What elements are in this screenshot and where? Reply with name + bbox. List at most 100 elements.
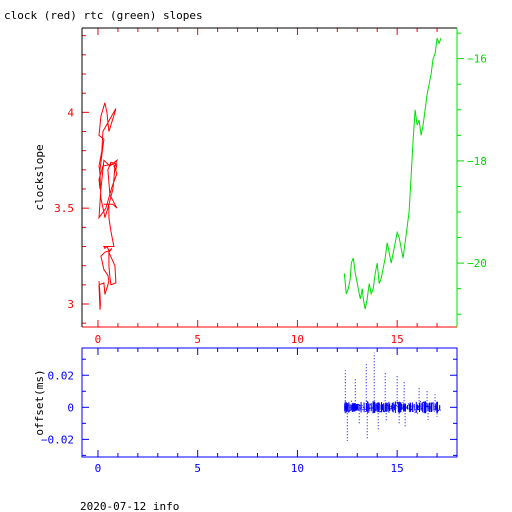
offset-band — [394, 404, 396, 411]
offset-point — [410, 409, 412, 410]
offset-band — [437, 401, 438, 413]
offset-point — [432, 401, 434, 403]
offset-band — [420, 403, 422, 411]
y-axis-label: offset(ms) — [33, 369, 46, 435]
offset-band — [423, 401, 425, 414]
offset-band — [345, 405, 347, 410]
offset-point — [414, 411, 416, 413]
offset-band — [374, 404, 376, 411]
offset-point — [357, 403, 359, 405]
offset-band — [376, 404, 378, 410]
offset-band — [413, 404, 415, 411]
offset-point — [380, 411, 382, 413]
offset-band — [360, 402, 362, 413]
offset-band — [429, 402, 431, 412]
offset-point — [362, 406, 364, 408]
offset-point — [371, 407, 373, 409]
offset-band — [411, 405, 413, 410]
offset-band — [385, 402, 387, 413]
offset-band — [382, 403, 384, 412]
offset-band — [388, 401, 390, 413]
offset-point — [383, 411, 385, 413]
y-left-tick-label: 3.5 — [54, 202, 74, 215]
offset-point — [366, 401, 368, 402]
x-tick-label: 0 — [95, 333, 102, 346]
offset-band — [407, 405, 408, 410]
offset-band — [351, 404, 353, 410]
offset-band — [380, 404, 382, 410]
offset-band — [377, 402, 379, 413]
offset-point — [387, 405, 389, 407]
offset-band — [373, 403, 375, 411]
offset-point — [412, 410, 414, 412]
offset-point — [389, 408, 391, 410]
offset-band — [431, 403, 433, 412]
offset-point — [397, 401, 399, 403]
offset-band — [399, 402, 401, 412]
x-tick-label: 0 — [95, 462, 102, 475]
offset-band — [402, 404, 404, 410]
offset-point — [437, 410, 439, 411]
y-right-tick-label: −20 — [467, 257, 487, 270]
offset-point — [390, 406, 392, 408]
offset-band — [356, 404, 357, 411]
offset-band — [348, 402, 350, 413]
x-tick-label: 10 — [291, 333, 304, 346]
offset-band — [363, 402, 365, 413]
offset-band — [424, 401, 426, 414]
offset-point — [419, 401, 421, 403]
offset-point — [401, 407, 403, 409]
y-left-tick-label: 4 — [67, 106, 74, 119]
offset-point — [362, 409, 364, 411]
offset-band — [421, 402, 423, 413]
offset-band — [404, 404, 406, 410]
offset-band — [400, 402, 402, 413]
offset-point — [359, 405, 361, 406]
clock-slope-series — [98, 102, 118, 310]
offset-point — [433, 403, 435, 405]
x-tick-label: 15 — [391, 462, 404, 475]
offset-point — [434, 408, 436, 410]
footer-date: 2020-07-12 info — [80, 500, 179, 512]
offset-point — [365, 411, 367, 412]
offset-point — [420, 402, 422, 404]
y-tick-label: −0.02 — [41, 433, 74, 446]
offset-frame — [81, 347, 458, 458]
offset-band — [408, 404, 410, 411]
offset-point — [361, 405, 363, 407]
offset-point — [402, 402, 404, 404]
offset-point — [439, 409, 441, 411]
x-tick-label: 5 — [194, 462, 201, 475]
offset-band — [410, 404, 412, 410]
offset-band — [375, 403, 377, 412]
offset-point — [349, 410, 351, 412]
offset-point — [438, 408, 440, 410]
offset-point — [350, 400, 352, 402]
offset-band — [381, 404, 383, 411]
offset-band — [401, 404, 403, 410]
offset-band — [349, 404, 351, 411]
offset-band — [370, 403, 372, 412]
offset-point — [426, 405, 428, 407]
offset-point — [370, 404, 372, 406]
x-tick-label: 15 — [391, 333, 404, 346]
offset-point — [379, 411, 381, 413]
x-tick-label: 10 — [291, 462, 304, 475]
chart-title: clock (red) rtc (green) slopes — [4, 9, 203, 22]
offset-band — [386, 403, 388, 412]
offset-band — [351, 402, 353, 412]
y-right-tick-label: −16 — [467, 53, 487, 66]
offset-point — [416, 412, 418, 414]
offset-point — [393, 406, 395, 408]
offset-band — [415, 401, 417, 413]
offset-band — [356, 404, 358, 411]
offset-band — [354, 403, 356, 412]
offset-band — [433, 404, 435, 411]
offset-point — [422, 402, 424, 403]
offset-point — [407, 403, 409, 405]
y-left-tick-label: 3 — [67, 298, 74, 311]
offset-band — [353, 403, 355, 412]
offset-point — [401, 404, 403, 405]
offset-point — [384, 410, 386, 412]
